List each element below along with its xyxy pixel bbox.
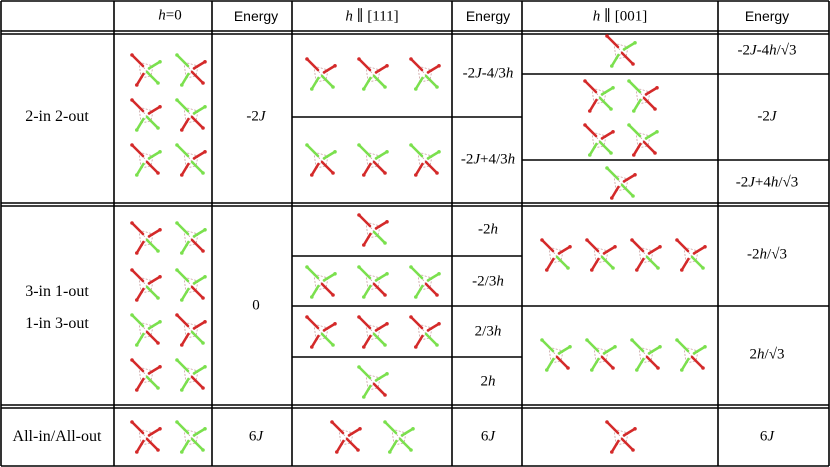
spin-tetrahedron [630,238,662,272]
spin-tetrahedron [627,79,659,113]
spin-tetrahedron [130,313,162,347]
header-energy-3: Energy [744,8,790,24]
header-h0: h=0 [158,7,182,24]
spin-tetrahedron [357,57,389,91]
spin-tetrahedron [175,53,207,87]
spin-tetrahedron [585,238,617,272]
spin-tetrahedron [305,57,337,91]
spin-tetrahedron [605,34,637,68]
spin-tetrahedron [130,98,162,132]
spin-tetrahedron [675,338,707,372]
energy-h0-2in2out: -2J [246,108,266,125]
energy-h001-3in1out-a: -2h/√3 [747,246,787,263]
spin-tetrahedron [409,315,441,349]
energy-h001-allinallout: 6J [759,428,775,445]
spin-tetrahedron [357,315,389,349]
spin-tetrahedron [409,57,441,91]
spin-tetrahedron [409,143,441,177]
energy-h111-2in2out-a: -2J-4/3h [462,65,514,82]
spin-tetrahedron [130,221,162,255]
spin-tetrahedron [175,221,207,255]
energy-h111-2in2out-b: -2J+4/3h [460,151,516,168]
header-h001: h ∥ [001] [592,8,648,25]
spin-tetrahedron [130,143,162,177]
spin-tetrahedron [175,420,207,454]
header-h111: h ∥ [111] [345,8,399,25]
spin-tetrahedron [627,123,659,157]
energy-h001-2in2out-b: -2J [757,108,777,125]
spin-tetrahedron [130,420,162,454]
spin-tetrahedron [357,265,389,299]
spin-tetrahedron [540,238,572,272]
spin-tetrahedron [175,143,207,177]
energy-h111-3in1out-a: -2h [478,221,498,238]
spin-tetrahedron [330,420,362,454]
energy-h111-allinallout: 6J [480,428,496,445]
spin-tetrahedron [175,358,207,392]
spin-tetrahedron [409,265,441,299]
energy-h0-3in1out: 0 [252,297,260,314]
spin-tetrahedron [583,79,615,113]
energy-h001-2in2out-a: -2J-4h/√3 [737,42,797,59]
row-category-allinallout: All-in/All-out [12,428,102,445]
spin-tetrahedron [130,53,162,87]
header-energy-2: Energy [465,8,511,24]
spin-tetrahedron [130,358,162,392]
spin-tetrahedron [605,420,637,454]
spin-tetrahedron [675,238,707,272]
row-category-2in2out: 2-in 2-out [25,108,89,125]
energy-h001-2in2out-c: -2J+4h/√3 [735,174,799,191]
energy-h001-3in1out-b: 2h/√3 [749,346,785,363]
spin-tetrahedron [605,166,637,200]
energy-h111-3in1out-b: -2/3h [472,273,504,290]
energy-h111-3in1out-c: 2/3h [474,323,502,340]
header-energy-1: Energy [233,8,279,24]
energy-h0-allinallout: 6J [248,428,264,445]
spin-tetrahedron [585,338,617,372]
spin-tetrahedron [305,315,337,349]
spin-tetrahedron [305,143,337,177]
row-category-3in1out: 3-in 1-out [25,283,89,300]
row-category-1in3out: 1-in 3-out [25,315,89,332]
energy-h111-3in1out-d: 2h [480,373,496,390]
spin-tetrahedron [175,268,207,302]
spin-tetrahedron [630,338,662,372]
spin-tetrahedron [305,265,337,299]
spin-tetrahedron [175,313,207,347]
spin-tetrahedron [357,143,389,177]
spin-tetrahedron [130,268,162,302]
spin-tetrahedron [383,420,415,454]
spin-tetrahedron [357,365,389,399]
spin-tetrahedron [583,123,615,157]
spin-tetrahedron [175,98,207,132]
spin-tetrahedron [357,213,389,247]
spin-tetrahedron [540,338,572,372]
